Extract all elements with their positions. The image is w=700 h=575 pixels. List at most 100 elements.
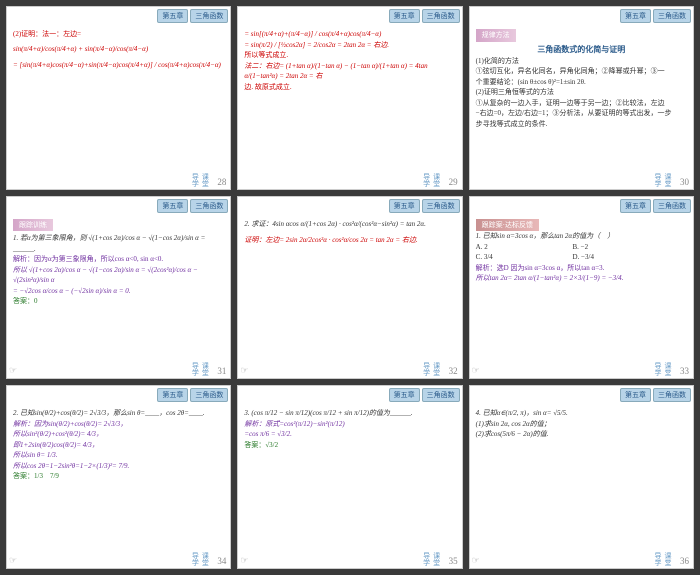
line2: = [sin(π/4+α)cos(π/4−α)+sin(π/4−α)cos(π/… — [13, 60, 224, 71]
chapter-btn[interactable]: 第五章 — [157, 388, 188, 402]
corner-label: 课堂导学 — [422, 362, 442, 376]
l2: = sin(π/2) / [½cos2α] = 2/cos2α = 2tan 2… — [244, 40, 455, 51]
quiz-banner: 跟踪案·达标反馈 — [476, 219, 539, 232]
header: 第五章 三角函数 — [620, 199, 691, 213]
chapter-btn[interactable]: 第五章 — [157, 199, 188, 213]
l3: 所以等式成立. — [244, 50, 455, 61]
exercise-content: 跟踪训练 1. 若α为第三象限角，则 √(1+cos 2α)/cos α − √… — [13, 219, 224, 307]
options: A. 2 B. −2 C. 3/4 D. −3/4 — [476, 242, 687, 263]
slide-32: 第五章 三角函数 2. 求证：4sin αcos α/(1+cos 2α) · … — [237, 196, 462, 380]
l5: 边. 故原式成立. — [244, 82, 455, 93]
answer: 答案：0 — [13, 296, 224, 307]
corner-label: 课堂导学 — [653, 173, 673, 187]
line1: (2)证明：法一：左边= — [13, 29, 224, 40]
exercise-content: 3. (cos π/12 − sin π/12)(cos π/12 + sin … — [244, 408, 455, 450]
hand-icon: ☞ — [240, 365, 248, 376]
a2: 所以tan 2α= 2tan α/(1−tan²α) = 2×3/(1−9) =… — [476, 273, 687, 284]
opt-d[interactable]: D. −3/4 — [573, 252, 668, 263]
practice-banner: 跟踪训练 — [13, 219, 53, 232]
l2: ①弦切互化，异名化同名，异角化同角；②降幂或升幂；③一 — [476, 66, 687, 77]
a4: 所以sin θ= 1/3. — [13, 450, 224, 461]
corner-label: 课堂导学 — [190, 173, 210, 187]
method-banner: 规律方法 — [476, 29, 516, 42]
slide-35: 第五章 三角函数 3. (cos π/12 − sin π/12)(cos π/… — [237, 385, 462, 569]
header: 第五章 三角函数 — [620, 9, 691, 23]
header: 第五章 三角函数 — [389, 199, 460, 213]
a3: 即1+2sin(θ/2)cos(θ/2)= 4/3， — [13, 440, 224, 451]
a1: 解析：因为sin(θ/2)+cos(θ/2)= 2√3/3， — [13, 419, 224, 430]
answer: 答案：√3/2 — [244, 440, 455, 451]
l4: (2)证明三角恒等式的方法 — [476, 87, 687, 98]
l7: 步寻找等式成立的条件. — [476, 119, 687, 130]
topic-btn[interactable]: 三角函数 — [190, 199, 228, 213]
a2: =cos π/6 = √3/2. — [244, 429, 455, 440]
quiz-content: 跟踪案·达标反馈 1. 已知sin α=3cos α，那么tan 2α的值为（ … — [476, 219, 687, 284]
question: 2. 求证：4sin αcos α/(1+cos 2α) · cos²α/(co… — [244, 219, 455, 230]
l6: −右边=0，左边/右边=1；③分析法，从要证明的等式出发，一步 — [476, 108, 687, 119]
opt-b[interactable]: B. −2 — [573, 242, 668, 253]
page-num: 33 — [680, 366, 689, 376]
topic-btn[interactable]: 三角函数 — [190, 388, 228, 402]
chapter-btn[interactable]: 第五章 — [389, 9, 420, 23]
chapter-btn[interactable]: 第五章 — [620, 9, 651, 23]
opt-a[interactable]: A. 2 — [476, 242, 571, 253]
slide-31: 第五章 三角函数 跟踪训练 1. 若α为第三象限角，则 √(1+cos 2α)/… — [6, 196, 231, 380]
slide-34: 第五章 三角函数 2. 已知sin(θ/2)+cos(θ/2)= 2√3/3，那… — [6, 385, 231, 569]
method-title: 三角函数式的化简与证明 — [476, 44, 687, 56]
a3: = −√2cos α/cos α − (−√2sin α)/sin α = 0. — [13, 286, 224, 297]
proof-content: (2)证明：法一：左边= sin(π/4+α)/cos(π/4+α) + sin… — [13, 29, 224, 71]
topic-btn[interactable]: 三角函数 — [653, 9, 691, 23]
question: 4. 已知α∈(π/2, π)，sin α= √5/5. — [476, 408, 687, 419]
l5: ①从复杂的一边入手，证明一边等于另一边；②比较法，左边 — [476, 98, 687, 109]
page-num: 36 — [680, 556, 689, 566]
page-num: 31 — [217, 366, 226, 376]
topic-btn[interactable]: 三角函数 — [190, 9, 228, 23]
a5: 所以cos 2θ=1−2sin²θ=1−2×(1/3)²= 7/9. — [13, 461, 224, 472]
proof: 证明：左边= 2sin 2α/2cos²α · cos²α/cos 2α = t… — [244, 235, 455, 246]
q3: (2)求cos(5π/6 − 2α)的值. — [476, 429, 687, 440]
corner-label: 课堂导学 — [422, 173, 442, 187]
l1: (1)化简的方法 — [476, 56, 687, 67]
chapter-btn[interactable]: 第五章 — [620, 388, 651, 402]
slide-33: 第五章 三角函数 跟踪案·达标反馈 1. 已知sin α=3cos α，那么ta… — [469, 196, 694, 380]
corner-label: 课堂导学 — [190, 362, 210, 376]
chapter-btn[interactable]: 第五章 — [389, 199, 420, 213]
a2: 所以 √(1+cos 2α)/cos α − √(1−cos 2α)/sin α… — [13, 265, 224, 286]
exercise-content: 4. 已知α∈(π/2, π)，sin α= √5/5. (1)求sin 2α,… — [476, 408, 687, 440]
question: 3. (cos π/12 − sin π/12)(cos π/12 + sin … — [244, 408, 455, 419]
proof-content: = sin[(π/4+α)+(π/4−α)] / cos(π/4+α)cos(π… — [244, 29, 455, 92]
exercise-content: 2. 已知sin(θ/2)+cos(θ/2)= 2√3/3，那么sin θ=__… — [13, 408, 224, 482]
chapter-btn[interactable]: 第五章 — [389, 388, 420, 402]
chapter-btn[interactable]: 第五章 — [620, 199, 651, 213]
header: 第五章 三角函数 — [157, 388, 228, 402]
corner-label: 课堂导学 — [190, 552, 210, 566]
topic-btn[interactable]: 三角函数 — [422, 9, 460, 23]
chapter-btn[interactable]: 第五章 — [157, 9, 188, 23]
opt-c[interactable]: C. 3/4 — [476, 252, 571, 263]
topic-btn[interactable]: 三角函数 — [653, 199, 691, 213]
l4: 法二：右边= (1+tan α)/(1−tan α) − (1−tan α)/(… — [244, 61, 455, 82]
l1: = sin[(π/4+α)+(π/4−α)] / cos(π/4+α)cos(π… — [244, 29, 455, 40]
slide-30: 第五章 三角函数 规律方法 三角函数式的化简与证明 (1)化简的方法 ①弦切互化… — [469, 6, 694, 190]
slide-28: 第五章 三角函数 (2)证明：法一：左边= sin(π/4+α)/cos(π/4… — [6, 6, 231, 190]
corner-label: 课堂导学 — [653, 552, 673, 566]
slide-29: 第五章 三角函数 = sin[(π/4+α)+(π/4−α)] / cos(π/… — [237, 6, 462, 190]
page-num: 29 — [449, 177, 458, 187]
hand-icon: ☞ — [9, 365, 17, 376]
header: 第五章 三角函数 — [157, 199, 228, 213]
slide-grid: 第五章 三角函数 (2)证明：法一：左边= sin(π/4+α)/cos(π/4… — [0, 0, 700, 575]
hand-icon: ☞ — [472, 365, 480, 376]
topic-btn[interactable]: 三角函数 — [422, 388, 460, 402]
question: 2. 已知sin(θ/2)+cos(θ/2)= 2√3/3，那么sin θ=__… — [13, 408, 224, 419]
topic-btn[interactable]: 三角函数 — [653, 388, 691, 402]
topic-btn[interactable]: 三角函数 — [422, 199, 460, 213]
answer: 答案：1/3 7/9 — [13, 471, 224, 482]
q2: (1)求sin 2α, cos 2α的值； — [476, 419, 687, 430]
corner-label: 课堂导学 — [422, 552, 442, 566]
frac-expr: sin(π/4+α)/cos(π/4+α) + sin(π/4−α)/cos(π… — [13, 44, 224, 55]
page-num: 32 — [449, 366, 458, 376]
a1: 解析：因为α为第三象限角，所以cos α<0, sin α<0. — [13, 254, 224, 265]
hand-icon: ☞ — [240, 555, 248, 566]
question: 1. 若α为第三象限角，则 √(1+cos 2α)/cos α − √(1−co… — [13, 233, 224, 254]
hand-icon: ☞ — [9, 555, 17, 566]
